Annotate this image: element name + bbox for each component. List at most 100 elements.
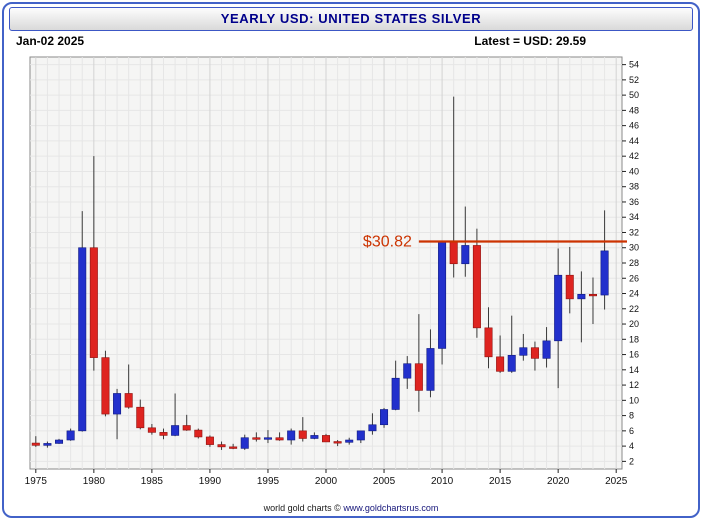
- chart-header-row: Jan-02 2025 Latest = USD: 29.59: [4, 31, 698, 50]
- candle-1987: [171, 393, 180, 437]
- candle-2003: [356, 430, 365, 444]
- y-tick-label: 2: [629, 456, 634, 466]
- x-tick-label: 1980: [83, 476, 106, 487]
- y-tick-label: 12: [629, 380, 639, 390]
- x-tick-label: 2005: [373, 476, 396, 487]
- candle-2018: [530, 341, 539, 371]
- candle-1994: [252, 432, 261, 442]
- credit-text: world gold charts ©: [263, 503, 341, 513]
- y-tick-label: 6: [629, 426, 634, 436]
- y-tick-label: 30: [629, 243, 639, 253]
- candle-1986: [159, 428, 168, 440]
- page-title: YEARLY USD: UNITED STATES SILVER: [220, 11, 482, 26]
- candle-1993: [240, 434, 249, 450]
- candle-2004: [368, 413, 377, 435]
- y-tick-label: 44: [629, 136, 639, 146]
- x-tick-label: 1995: [257, 476, 280, 487]
- y-tick-label: 32: [629, 227, 639, 237]
- grid: [30, 57, 622, 469]
- candle-1998: [298, 417, 307, 442]
- candle-1981: [101, 350, 110, 417]
- axes: 2468101214161820222426283032343638404244…: [25, 60, 639, 487]
- candle-1983: [124, 364, 133, 409]
- y-tick-label: 54: [629, 60, 639, 70]
- candle-1991: [217, 441, 226, 450]
- candle-2002: [345, 437, 354, 445]
- candle-1979: [78, 211, 87, 432]
- candle-1978: [66, 428, 75, 441]
- candle-2022: [577, 271, 586, 343]
- candle-2010: [438, 240, 447, 365]
- chart-area: 2 4 6 8 10 12 14 16 18 20 22 24 26 28 30 32 34 36 38 40 42 44…: [4, 51, 698, 503]
- candles: [31, 96, 609, 450]
- x-tick-label: 1990: [199, 476, 222, 487]
- x-tick-label: 2020: [547, 476, 570, 487]
- y-tick-label: 8: [629, 411, 634, 421]
- x-tick-label: 1975: [25, 476, 48, 487]
- y-tick-label: 38: [629, 182, 639, 192]
- candle-1977: [55, 438, 64, 444]
- candle-2006: [391, 360, 400, 411]
- candle-1989: [194, 428, 203, 439]
- candle-1999: [310, 432, 319, 440]
- candle-2009: [426, 329, 435, 398]
- candle-2008: [414, 314, 423, 412]
- candle-2023: [588, 277, 597, 325]
- x-tick-label: 2025: [605, 476, 628, 487]
- y-tick-label: 52: [629, 75, 639, 85]
- candle-2005: [380, 407, 389, 428]
- y-tick-label: 20: [629, 319, 639, 329]
- x-tick-label: 2015: [489, 476, 512, 487]
- candle-2015: [496, 335, 505, 373]
- candle-1985: [147, 423, 156, 435]
- candle-2007: [403, 356, 412, 389]
- y-tick-label: 36: [629, 197, 639, 207]
- candle-1976: [43, 441, 52, 448]
- chart-window: YEARLY USD: UNITED STATES SILVER Jan-02 …: [2, 2, 700, 518]
- y-tick-label: 42: [629, 151, 639, 161]
- x-tick-label: 2010: [431, 476, 454, 487]
- candle-1990: [205, 435, 214, 447]
- y-tick-label: 26: [629, 273, 639, 283]
- y-tick-label: 10: [629, 395, 639, 405]
- date-label: Jan-02 2025: [16, 34, 85, 48]
- candle-1988: [182, 414, 191, 431]
- candle-1982: [113, 388, 122, 440]
- y-tick-label: 16: [629, 350, 639, 360]
- candle-1997: [287, 428, 296, 445]
- candle-1995: [263, 430, 272, 444]
- silver-candlestick-chart: 2468101214161820222426283032343638404244…: [25, 56, 639, 487]
- credit-url-link[interactable]: www.goldchartsrus.com: [343, 503, 439, 513]
- footer-credit: world gold charts © www.goldchartsrus.co…: [4, 503, 698, 513]
- candle-2013: [472, 228, 481, 338]
- y-tick-label: 48: [629, 105, 639, 115]
- candle-2024: [600, 210, 609, 310]
- y-tick-label: 46: [629, 121, 639, 131]
- y-tick-label: 24: [629, 289, 639, 299]
- candle-1984: [136, 399, 145, 430]
- y-tick-label: 40: [629, 166, 639, 176]
- candle-1975: [31, 436, 40, 447]
- y-tick-label: 4: [629, 441, 634, 451]
- y-tick-label: 14: [629, 365, 639, 375]
- candle-2017: [519, 333, 528, 361]
- x-tick-label: 1985: [141, 476, 164, 487]
- candle-2001: [333, 440, 342, 447]
- candle-2021: [565, 246, 574, 314]
- candle-1996: [275, 432, 284, 441]
- y-tick-label: 50: [629, 90, 639, 100]
- candle-2016: [507, 315, 516, 373]
- latest-price-label: Latest = USD: 29.59: [474, 34, 586, 48]
- chart-title-bar: YEARLY USD: UNITED STATES SILVER: [9, 7, 693, 31]
- candle-2014: [484, 307, 493, 369]
- y-tick-label: 34: [629, 212, 639, 222]
- candle-2020: [554, 248, 563, 389]
- x-tick-label: 2000: [315, 476, 338, 487]
- price-annotation-label: $30.82: [363, 233, 412, 250]
- y-tick-label: 28: [629, 258, 639, 268]
- candle-2000: [321, 433, 330, 443]
- candle-1980: [89, 156, 98, 371]
- y-tick-label: 18: [629, 334, 639, 344]
- candle-2019: [542, 327, 551, 368]
- candle-1992: [229, 443, 238, 450]
